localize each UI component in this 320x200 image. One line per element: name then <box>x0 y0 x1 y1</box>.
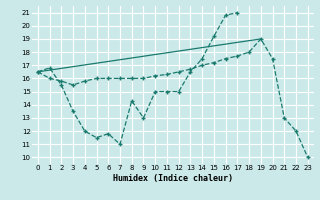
X-axis label: Humidex (Indice chaleur): Humidex (Indice chaleur) <box>113 174 233 183</box>
